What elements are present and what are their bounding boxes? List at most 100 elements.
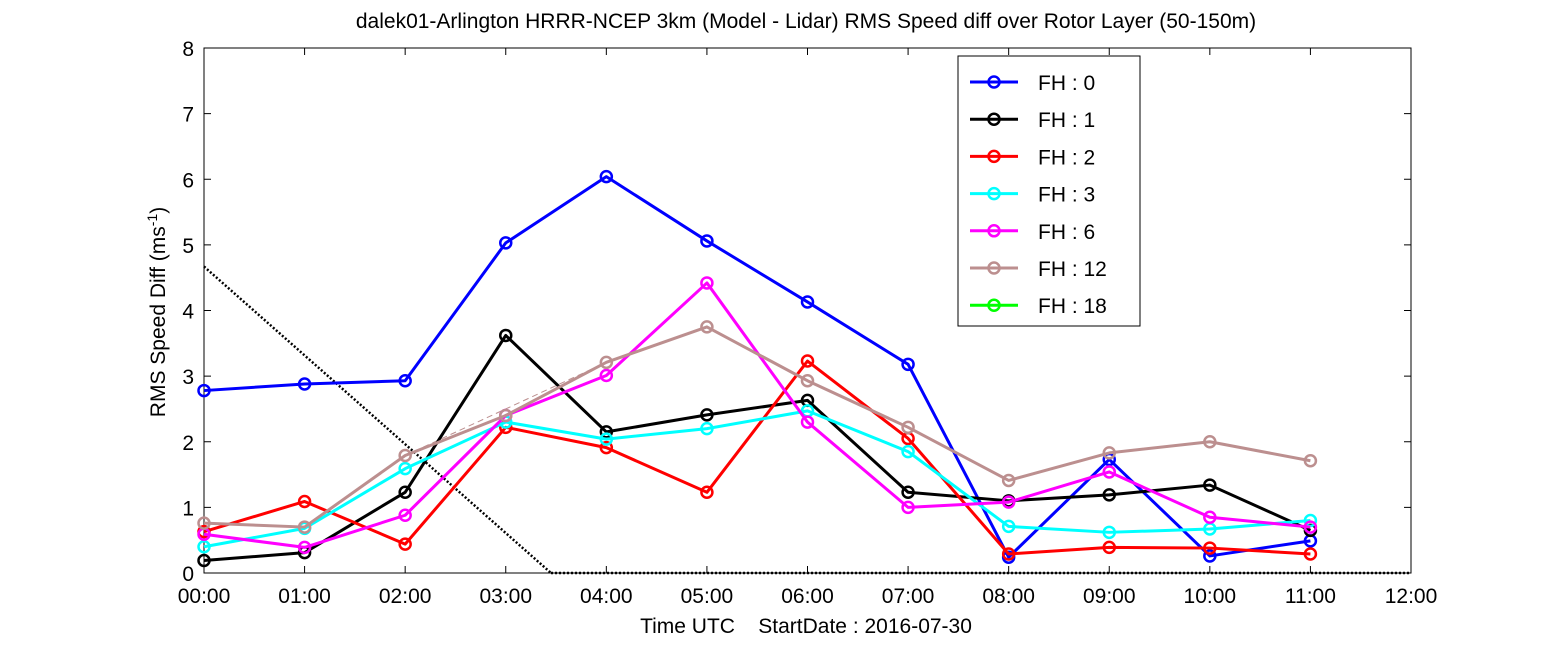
- x-tick-label: 04:00: [580, 585, 633, 608]
- x-tick-label: 06:00: [781, 585, 834, 608]
- data-point: [1203, 478, 1217, 492]
- data-point: [1001, 495, 1016, 509]
- data-point: [599, 425, 614, 439]
- data-point: [800, 295, 815, 309]
- legend-label: FH : 2: [1038, 146, 1095, 169]
- legend-label: FH : 6: [1038, 221, 1095, 244]
- legend-item: FH : 18: [970, 295, 1107, 318]
- x-tick-label: 11:00: [1285, 585, 1336, 608]
- legend-swatch-marker: [987, 75, 1001, 89]
- x-tick-label: 03:00: [479, 585, 532, 608]
- data-series: [197, 169, 1318, 568]
- legend-item: FH : 1: [970, 109, 1095, 132]
- dotted-trend-line: [203, 265, 552, 574]
- legend-label: FH : 3: [1038, 184, 1095, 207]
- data-point: [1303, 520, 1318, 534]
- series-fh-0: [197, 169, 1318, 564]
- data-point: [398, 461, 412, 476]
- data-point: [197, 540, 211, 554]
- data-point: [197, 383, 211, 398]
- data-point: [1203, 549, 1217, 563]
- data-point: [901, 500, 915, 515]
- x-tick-label: 08:00: [982, 585, 1035, 608]
- data-point: [901, 485, 915, 500]
- series-fh-2: [197, 354, 1318, 561]
- data-point: [800, 354, 815, 368]
- data-point: [398, 448, 412, 463]
- x-tick-label: 12:00: [1385, 585, 1438, 608]
- legend-item: FH : 12: [970, 258, 1107, 281]
- x-tick-label: 07:00: [882, 585, 935, 608]
- y-tick-label: 2: [182, 432, 194, 455]
- data-point: [901, 420, 915, 435]
- legend-items: FH : 0 FH : 1 FH : 2 FH : 3 FH : 6 FH : 12 FH …: [970, 72, 1107, 318]
- y-tick-label: 1: [182, 497, 194, 520]
- data-point: [901, 357, 915, 372]
- chart-title: dalek01-Arlington HRRR-NCEP 3km (Model -…: [356, 10, 1256, 33]
- x-axis-label: Time UTC StartDate : 2016-07-30: [640, 615, 972, 638]
- data-point: [800, 415, 815, 429]
- data-point: [1102, 446, 1116, 460]
- legend-item: FH : 3: [970, 184, 1095, 207]
- data-point: [499, 236, 513, 250]
- data-point: [1203, 541, 1217, 555]
- data-point: [599, 432, 614, 446]
- data-point: [599, 169, 614, 184]
- data-point: [499, 328, 513, 343]
- series-line: [203, 333, 1312, 563]
- data-point: [1102, 488, 1116, 502]
- y-tick-label: 7: [182, 104, 194, 127]
- legend-swatch-marker: [987, 298, 1001, 312]
- data-point: [1303, 454, 1318, 468]
- legend: FH : 0 FH : 1 FH : 2 FH : 3 FH : 6 FH : 12 FH …: [957, 55, 1141, 327]
- series-fh-6: [197, 276, 1318, 555]
- data-point: [700, 421, 714, 436]
- data-point: [398, 537, 412, 551]
- legend-label: FH : 18: [1038, 295, 1107, 318]
- data-point: [398, 508, 412, 522]
- legend-swatch-marker: [987, 186, 1001, 201]
- data-point: [700, 320, 714, 334]
- legend-label: FH : 0: [1038, 72, 1095, 95]
- data-point: [1001, 473, 1016, 488]
- data-point: [197, 553, 211, 568]
- data-point: [901, 444, 915, 459]
- legend-item: FH : 0: [970, 72, 1095, 95]
- data-point: [1303, 547, 1318, 561]
- data-point: [700, 276, 714, 290]
- series-fh-12: [197, 320, 1318, 534]
- y-tick-label: 5: [182, 235, 194, 258]
- y-axis-label-superscript: -1: [144, 214, 160, 227]
- data-point: [297, 377, 312, 391]
- series-line: [203, 359, 1311, 556]
- x-tick-label: 05:00: [681, 585, 734, 608]
- series-line: [203, 325, 1311, 529]
- y-axis-label-close: ): [147, 207, 170, 214]
- y-axis-label: RMS Speed Diff (ms-1): [144, 207, 170, 417]
- x-tick-label: 01:00: [278, 585, 331, 608]
- series-line: [203, 281, 1311, 549]
- legend-label: FH : 1: [1038, 109, 1095, 132]
- x-tick-label: 10:00: [1184, 585, 1237, 608]
- data-point: [1102, 540, 1116, 555]
- data-point: [398, 373, 412, 388]
- legend-swatch-marker: [987, 261, 1001, 275]
- data-point: [1102, 465, 1116, 479]
- y-tick-label: 8: [182, 38, 194, 61]
- data-point: [599, 355, 614, 370]
- data-point: [1001, 547, 1016, 561]
- y-axis-label-main: RMS Speed Diff (ms: [147, 226, 170, 417]
- x-tick-label: 09:00: [1083, 585, 1136, 608]
- y-tick-label: 0: [182, 563, 194, 586]
- legend-item: FH : 6: [970, 221, 1095, 244]
- data-point: [297, 520, 312, 534]
- data-point: [297, 540, 312, 555]
- y-tick-label: 3: [182, 366, 194, 389]
- legend-label: FH : 12: [1038, 258, 1107, 281]
- legend-swatch-marker: [987, 112, 1001, 126]
- legend-swatch-marker: [987, 224, 1001, 238]
- legend-item: FH : 2: [970, 146, 1095, 169]
- y-tick-label: 6: [182, 169, 194, 192]
- data-point: [1102, 525, 1116, 540]
